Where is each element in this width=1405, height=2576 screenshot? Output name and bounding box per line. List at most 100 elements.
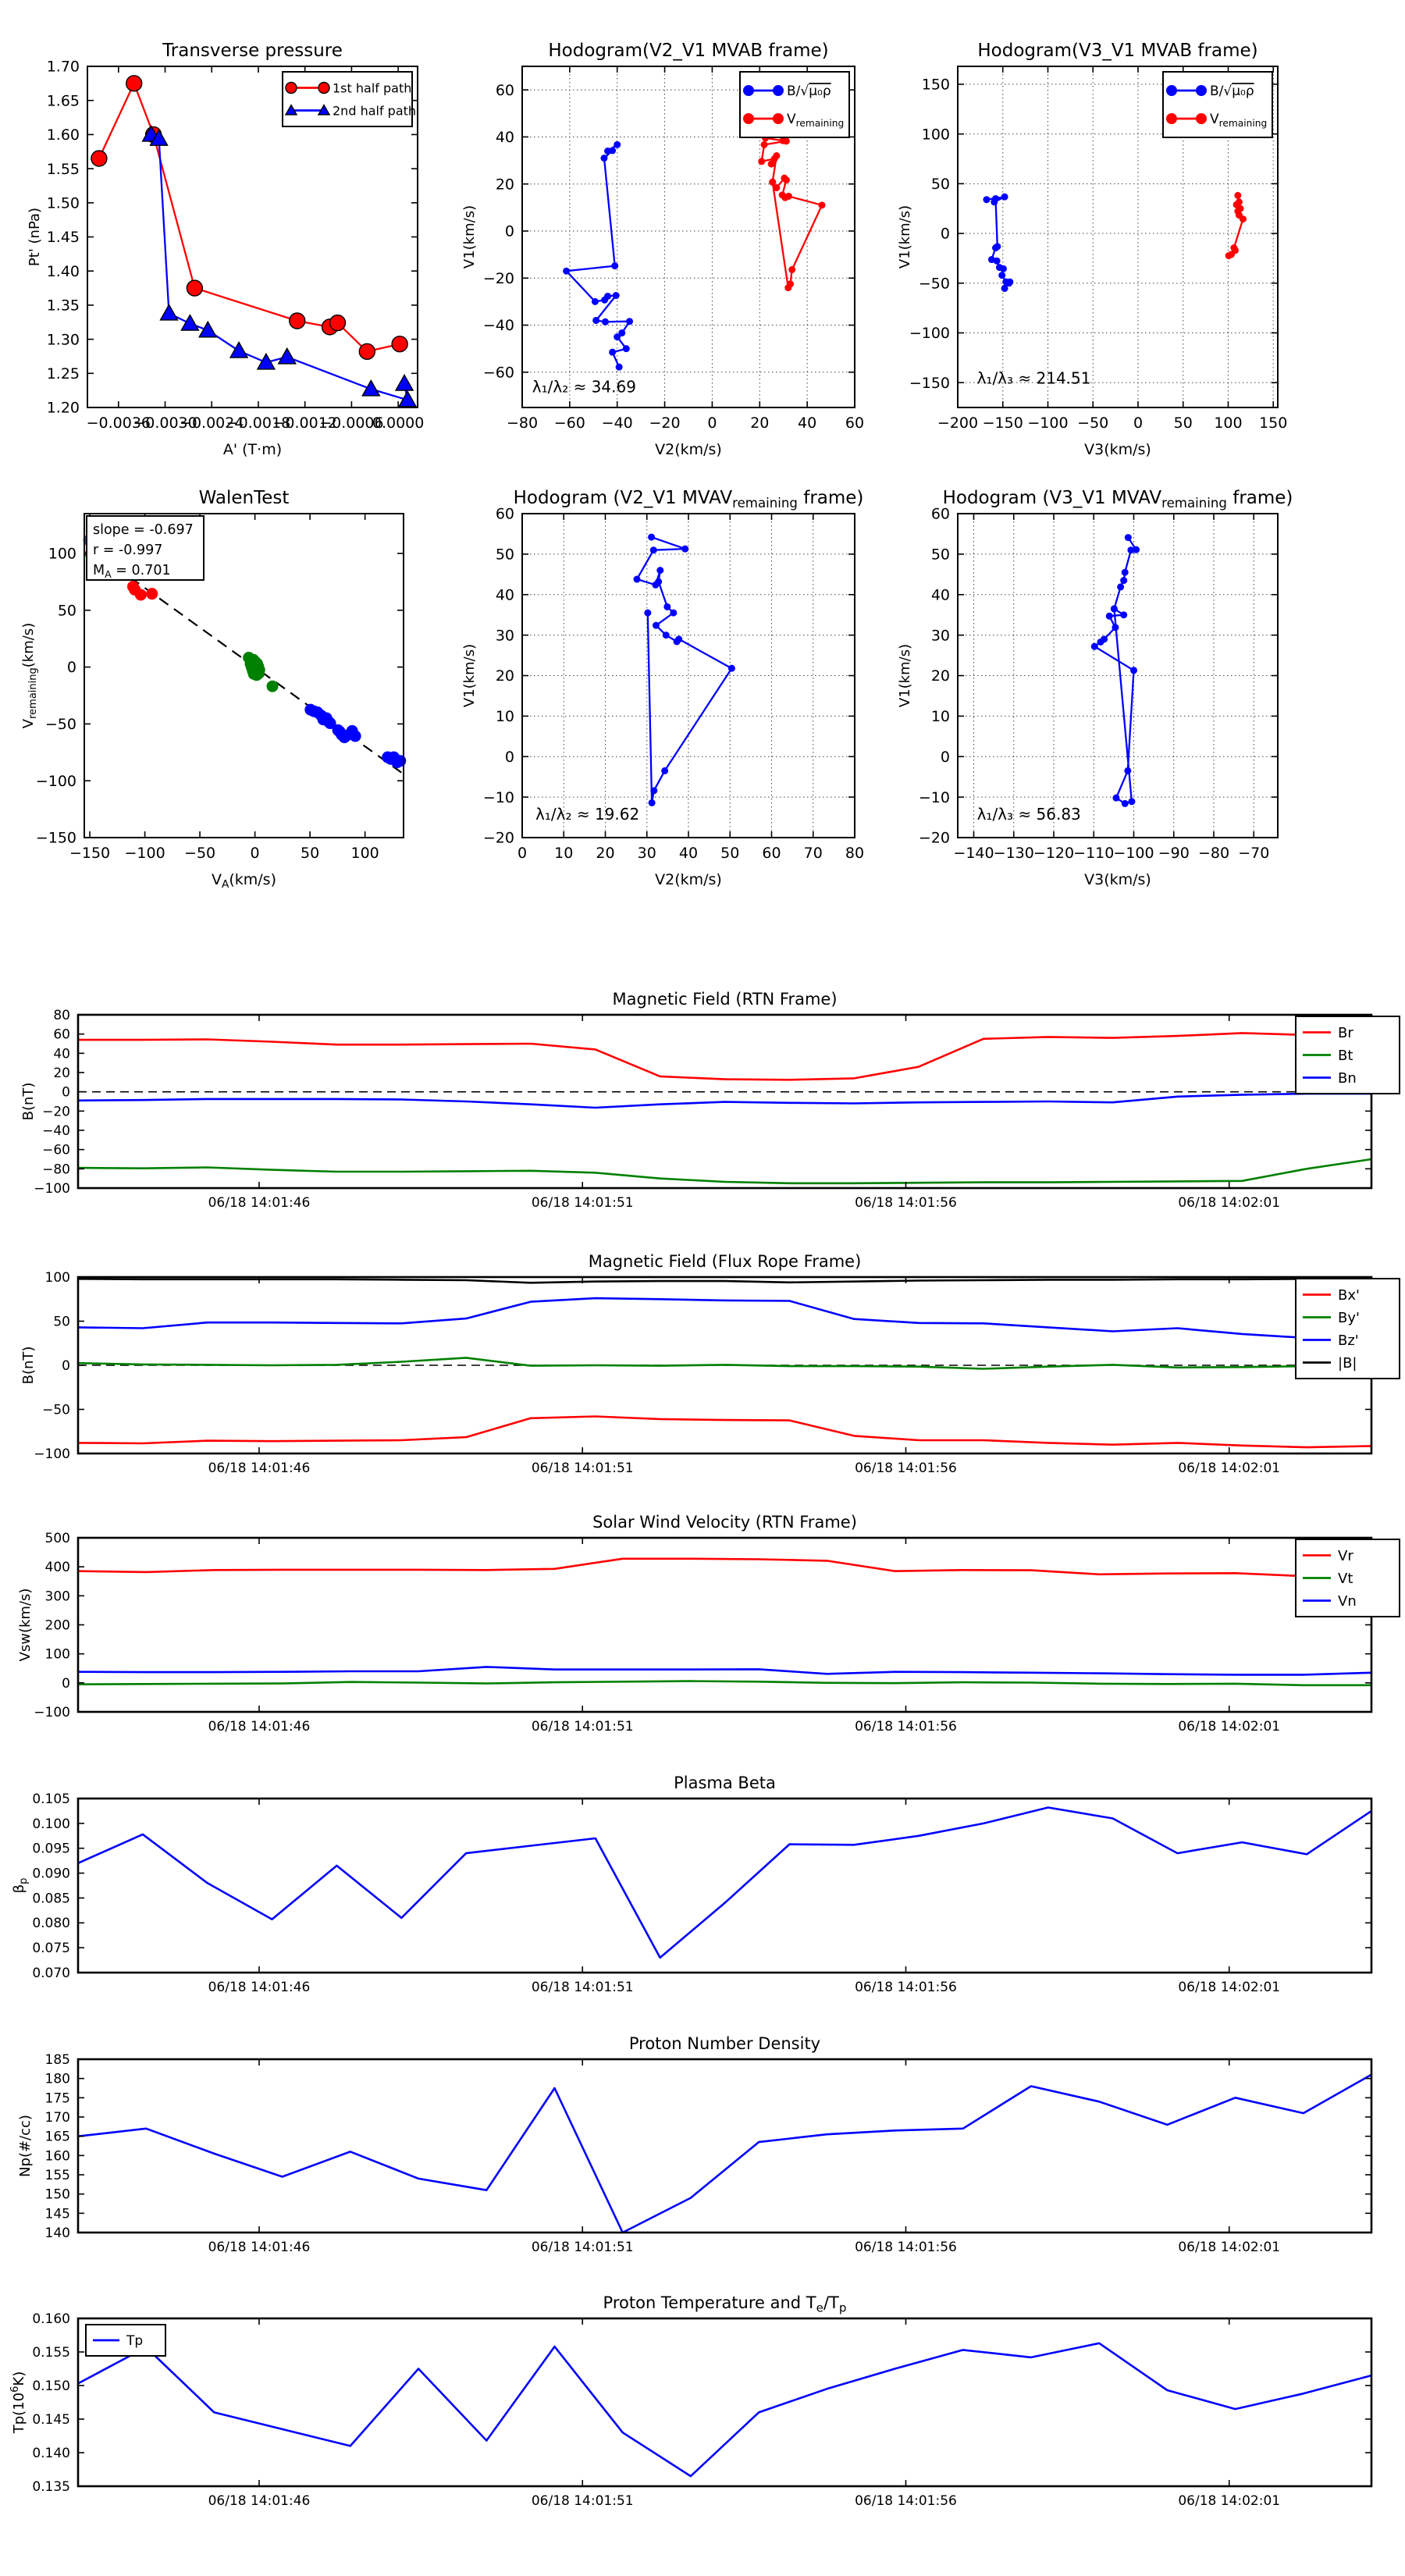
x-tick-label: 70 [804,845,823,862]
chart-title: Proton Number Density [629,2034,820,2053]
y-tick-label: 0.135 [32,2479,70,2495]
x-tick-label: 06/18 14:01:51 [532,1719,634,1735]
y-tick-label: 170 [45,2110,70,2126]
x-tick-label: −200 [937,415,978,432]
y-tick-label: 140 [45,2226,70,2241]
axes-frame [76,2317,1373,2488]
y-tick-label: −20 [42,1104,70,1119]
x-tick-label: 50 [720,845,739,862]
y-tick-label: −100 [909,325,950,342]
x-tick-label: 60 [762,845,781,862]
series-v-remaining [760,137,823,289]
axes-frame [957,66,1279,408]
y-tick-label: 0 [62,1085,70,1101]
chart-title: Hodogram(V3_V1 MVAB frame) [977,41,1257,61]
x-tick-label: 40 [679,845,698,862]
x-tick-label: 20 [750,415,769,432]
y-tick-label: 50 [58,602,76,619]
x-tick-label: 06/18 14:01:46 [208,1719,311,1735]
x-tick-label: −50 [184,845,215,862]
y-tick-label: 155 [45,2168,70,2183]
chart-title: Plasma Beta [674,1774,776,1792]
axes-frame [521,513,855,838]
series-by- [77,1357,1372,1370]
legend-label-b: B/√μ₀ρ [787,84,831,99]
legend: B/√μ₀ρ Vremaining​ [739,71,850,138]
y-tick-label: 10 [496,708,514,725]
y-axis-label: Vremaining​(km/s) [20,623,39,728]
axes-frame [76,1797,1373,1974]
legend-label-b: B/√μ₀ρ [1210,84,1254,99]
y-tick-label: −20 [483,830,514,847]
y-axis-label: V1(km/s) [897,205,913,269]
y-tick-label: 0.075 [32,1941,70,1956]
y-tick-label: 40 [496,586,514,603]
x-tick-label: 06/18 14:01:56 [855,1719,957,1735]
stats-line: MA​ = 0.701 [93,563,171,580]
x-tick-label: −130 [994,845,1034,862]
x-tick-label: 10 [554,845,573,862]
x-tick-label: 06/18 14:01:46 [208,1980,311,1995]
y-tick-label: 1.35 [47,297,80,315]
y-tick-label: 1.20 [47,400,80,417]
legend-label-vremaining: Vremaining​ [787,112,844,129]
legend-label-bn: Bn [1338,1070,1357,1087]
y-tick-label: 80 [53,1008,70,1023]
axes-frame [521,66,855,408]
y-axis-label: V1(km/s) [461,205,478,269]
axes-frame [84,513,404,838]
y-tick-label: 180 [45,2072,70,2087]
y-tick-label: −40 [483,317,514,334]
x-tick-label: 06/18 14:01:56 [855,2493,957,2509]
y-tick-label: −10 [483,789,514,806]
y-tick-label: 20 [931,667,950,685]
x-tick-label: −0.0030 [133,415,197,432]
x-tick-label: 06/18 14:02:01 [1178,1195,1280,1211]
x-tick-label: −110 [1073,845,1114,862]
y-tick-label: 60 [53,1027,70,1043]
axes-frame [76,2058,1373,2234]
y-tick-label: 100 [45,1270,70,1286]
x-tick-label: 06/18 14:01:56 [855,1461,957,1476]
x-tick-label: 80 [845,845,864,862]
series-bx- [77,1415,1372,1449]
legend: Tp [85,2324,166,2357]
y-tick-label: 145 [45,2206,70,2222]
x-tick-label: 06/18 14:01:56 [855,1980,957,1995]
chart-title: Magnetic Field (Flux Rope Frame) [589,1252,862,1271]
y-tick-label: −100 [36,773,76,790]
x-axis-label: VA​(km/s) [212,871,276,891]
y-tick-label: 30 [931,627,950,644]
legend: 1st half path 2nd half path [282,71,416,127]
y-tick-label: 500 [45,1531,70,1546]
chart-walen-test: −150 −100 −50 0 50 100 −150 −100 −50 0 50 100 WalenT… [20,488,407,891]
y-tick-label: 0.080 [32,1916,70,1931]
x-tick-label: −80 [1198,845,1229,862]
x-tick-label: −0.0006 [319,415,383,432]
x-tick-label: −0.0024 [180,415,244,432]
x-tick-label: −80 [507,415,538,432]
x-tick-label: −50 [1077,415,1108,432]
series-vn [77,1666,1372,1676]
x-tick-label: 06/18 14:01:51 [532,1195,634,1211]
stats-box [86,515,205,581]
y-tick-label: 0.160 [32,2311,70,2327]
y-tick-label: 0.140 [32,2446,70,2461]
x-tick-label: −90 [1158,845,1190,862]
y-tick-label: 50 [496,546,514,564]
chart-mag-fluxrope: 06/18 14:01:46 06/18 14:01:51 06/18 14:01:… [20,1252,1400,1476]
y-tick-label: 50 [931,176,950,193]
y-tick-label: 50 [931,546,950,564]
y-tick-label: −60 [42,1143,70,1158]
y-tick-label: 1.70 [47,59,80,76]
chart-hodogram-v3v1-mvav: −140 −130 −120 −110 −100 −90 −80 −70−20−1001020… [897,488,1293,888]
y-tick-label: 0 [62,1676,70,1692]
y-tick-label: −100 [34,1181,70,1197]
y-tick-label: −80 [42,1162,70,1177]
x-tick-label: 0 [1133,415,1143,432]
y-tick-label: 1.65 [47,92,80,109]
x-tick-label: 06/18 14:01:46 [208,1461,311,1476]
x-tick-label: −140 [953,845,994,862]
x-tick-label: 50 [1174,415,1193,432]
legend-label-bt: Bt [1338,1048,1353,1064]
